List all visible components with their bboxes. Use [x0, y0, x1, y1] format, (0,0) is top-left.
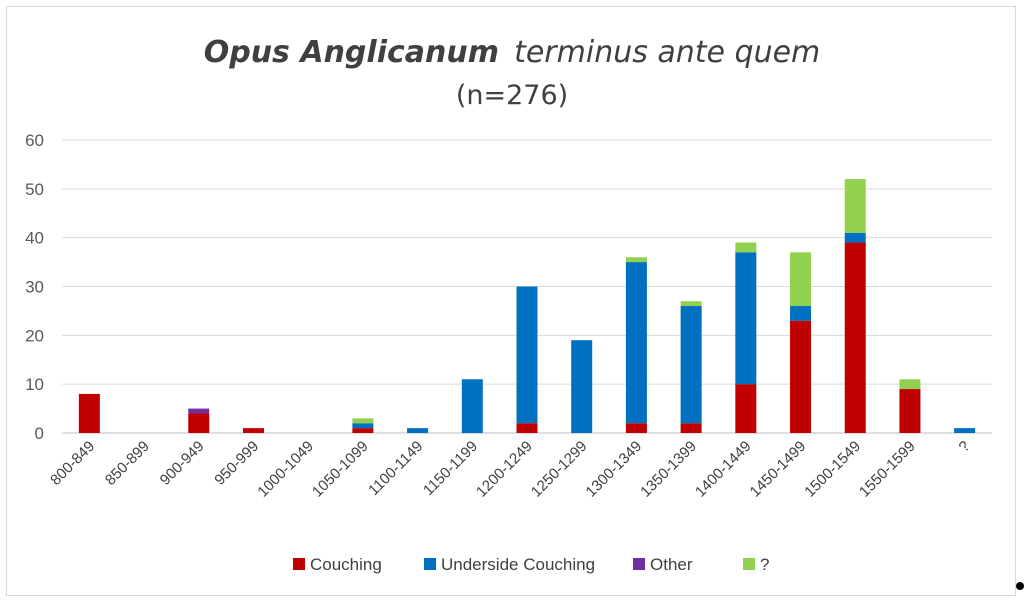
bar-segment: [352, 418, 374, 424]
bar-segment: [625, 423, 647, 433]
legend-label: Couching: [310, 555, 382, 574]
legend-swatch: [424, 558, 436, 570]
bar-segment: [844, 179, 866, 233]
bar-segment: [790, 252, 812, 307]
bar-segment: [844, 232, 866, 243]
bar-segment: [899, 389, 921, 433]
bar-segment: [899, 379, 921, 390]
bar-segment: [571, 340, 593, 433]
y-tick-label: 20: [25, 326, 44, 345]
bar-segment: [516, 423, 538, 433]
bar-segment: [625, 257, 647, 263]
x-tick-label: 900-949: [157, 438, 208, 489]
y-tick-label: 0: [35, 424, 44, 443]
legend-label: ?: [760, 555, 769, 574]
x-tick-label: 1000-1049: [254, 438, 317, 501]
bar-segment: [735, 242, 757, 253]
bar-segment: [680, 423, 702, 433]
bar-segment: [735, 384, 757, 433]
x-tick-label: 1200-1249: [473, 438, 536, 501]
x-tick-label: 1500-1549: [801, 438, 864, 501]
bar-segment: [954, 428, 976, 433]
y-tick-label: 60: [25, 131, 44, 150]
x-tick-label: 1300-1349: [582, 438, 645, 501]
bar-segment: [844, 242, 866, 433]
chart-title-bold: Opus Anglicanum: [204, 35, 499, 70]
x-tick-label: 950-999: [211, 438, 262, 489]
chart-subtitle: (n=276): [456, 80, 568, 111]
x-tick-label: 800-849: [47, 438, 98, 489]
y-tick-label: 10: [25, 375, 44, 394]
bar-segment: [78, 393, 100, 433]
bar-segment: [352, 428, 374, 433]
legend-swatch: [743, 558, 755, 570]
bar-segment: [625, 262, 647, 424]
bar-segment: [680, 301, 702, 307]
bar-segment: [735, 252, 757, 385]
bar-segment: [352, 423, 374, 429]
x-tick-label: 1100-1149: [365, 438, 426, 499]
bar-segment: [790, 306, 812, 321]
bar-segment: [516, 286, 538, 424]
chart-title-rest: terminus ante quem: [514, 35, 820, 70]
y-tick-label: 50: [25, 180, 44, 199]
x-tick-label: 1400-1449: [692, 438, 755, 501]
x-tick-label: 850-899: [102, 438, 153, 489]
x-tick-label: 1550-1599: [856, 438, 919, 501]
bar-segment: [188, 413, 210, 433]
bar-segment: [790, 320, 812, 433]
chart-title: Opus Anglicanum terminus ante quem: [204, 35, 821, 70]
legend-label: Underside Couching: [441, 555, 595, 574]
legend-label: Other: [650, 555, 693, 574]
x-tick-label: ?: [956, 438, 974, 456]
bar-segment: [461, 379, 483, 433]
y-tick-label: 40: [25, 229, 44, 248]
bar-segment: [407, 428, 429, 433]
bar-segment: [188, 408, 210, 414]
y-tick-label: 30: [25, 278, 44, 297]
bar-segment: [242, 428, 264, 433]
x-tick-label: 1250-1299: [528, 438, 591, 501]
x-tick-label: 1050-1099: [309, 438, 372, 501]
corner-dot: [1016, 582, 1024, 590]
legend-swatch: [293, 558, 305, 570]
bar-segment: [680, 306, 702, 424]
legend-swatch: [633, 558, 645, 570]
x-tick-label: 1150-1199: [420, 438, 481, 499]
x-tick-label: 1350-1399: [637, 438, 700, 501]
x-tick-label: 1450-1499: [747, 438, 810, 501]
